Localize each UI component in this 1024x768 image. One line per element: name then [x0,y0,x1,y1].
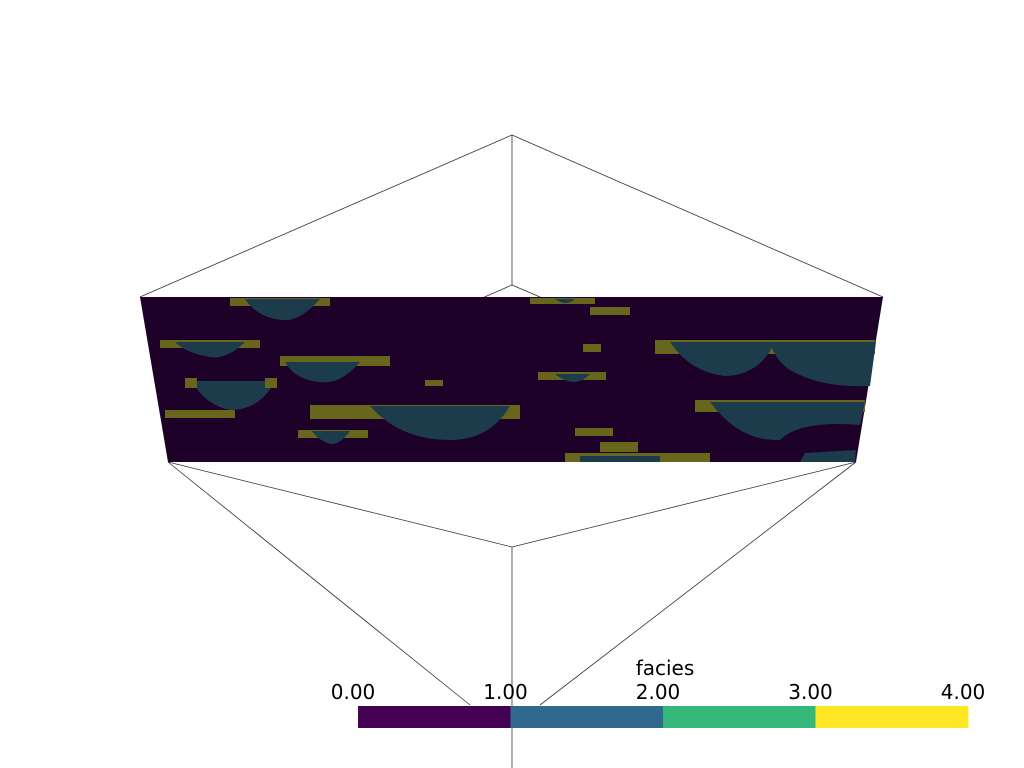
color-band [815,706,969,728]
bounding-box [139,134,884,768]
facies-slice [140,297,883,462]
tick-label: 4.00 [941,680,986,704]
color-band [510,706,664,728]
tick-label: 1.00 [483,680,528,704]
colorbar: facies 0.00 1.00 2.00 3.00 4.00 [331,656,986,728]
color-band [358,706,511,728]
tick-label: 0.00 [331,680,376,704]
tick-label: 3.00 [788,680,833,704]
colorbar-title: facies [636,656,695,680]
color-band [663,706,816,728]
tick-label: 2.00 [636,680,681,704]
